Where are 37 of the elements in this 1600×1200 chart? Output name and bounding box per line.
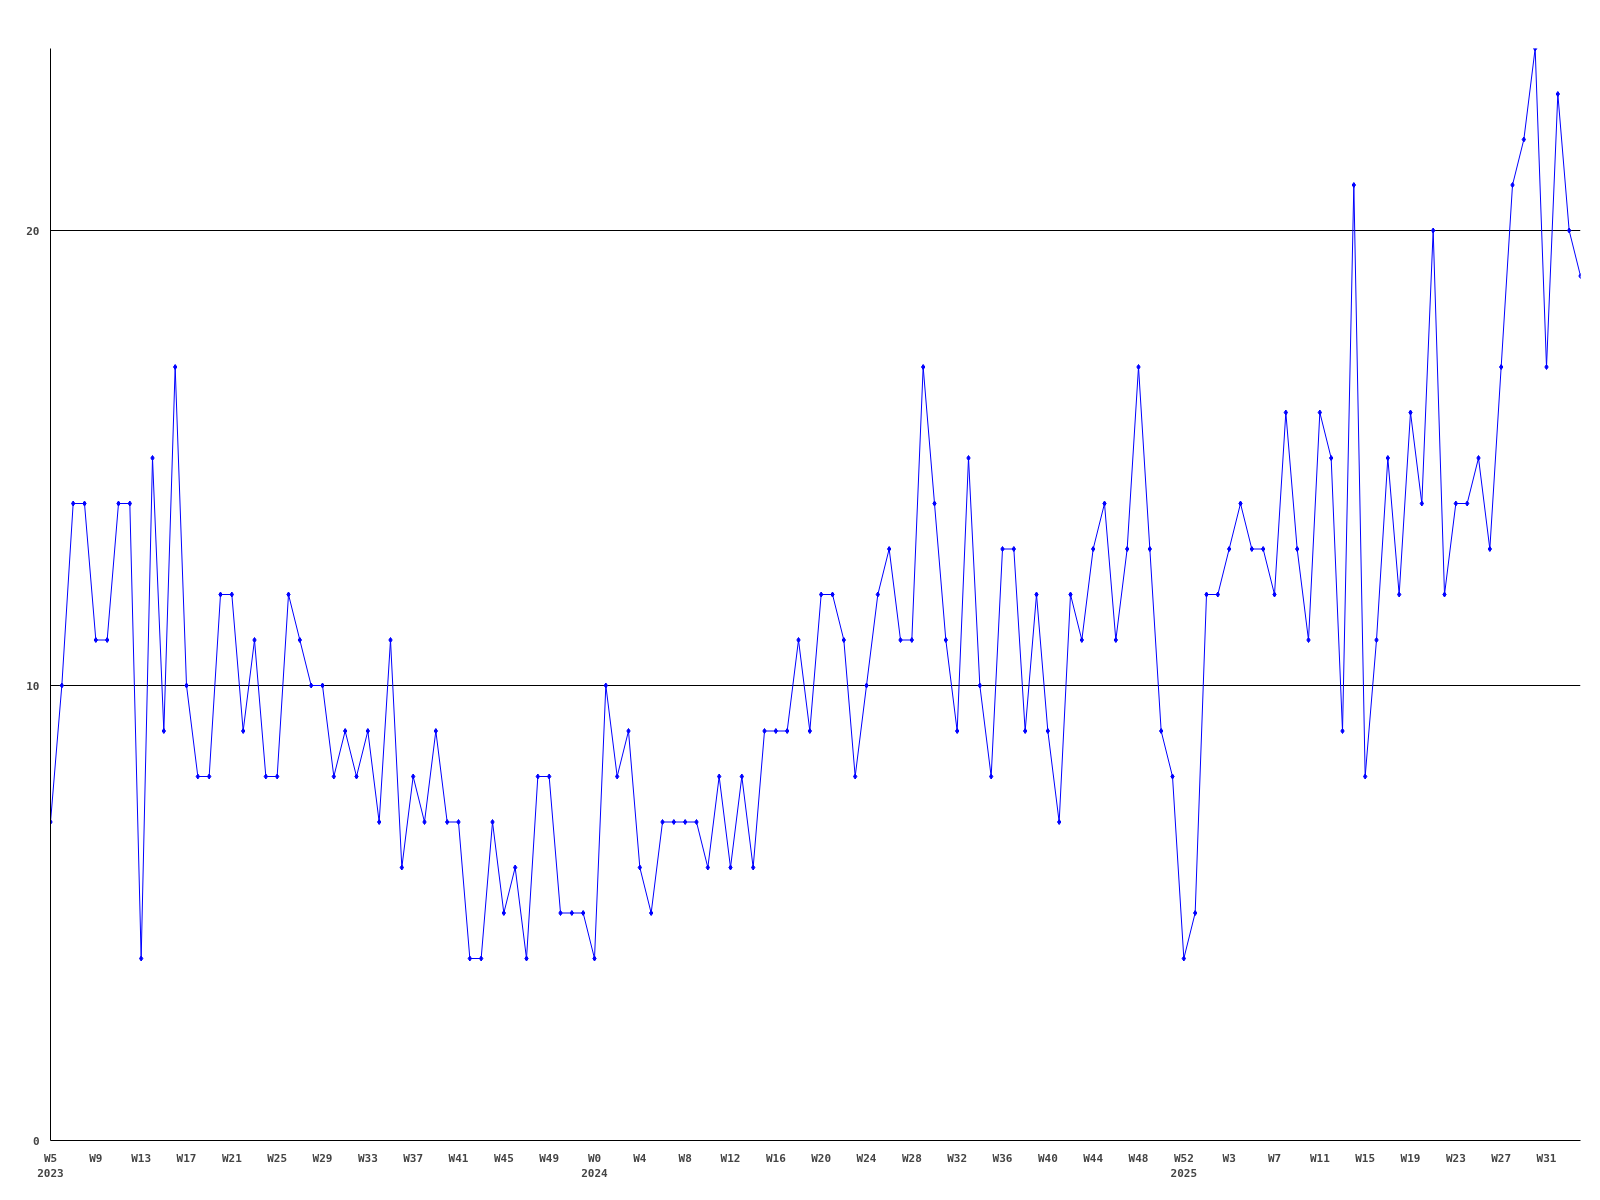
x-tick-label: W40 — [1037, 1151, 1058, 1165]
x-tick-label: W20 — [811, 1151, 832, 1165]
x-tick-label: W8 — [678, 1151, 692, 1165]
x-tick-label: W24 — [856, 1151, 877, 1165]
x-tick-label: W44 — [1083, 1151, 1104, 1165]
x-tick-label: W4 — [633, 1151, 647, 1165]
x-tick-label: W52 2025 — [1170, 1151, 1198, 1181]
x-tick-label: W11 — [1309, 1151, 1331, 1165]
x-tick-label: W0 2024 — [581, 1151, 609, 1181]
x-tick-label: W37 — [403, 1151, 424, 1165]
x-tick-label: W45 — [493, 1151, 514, 1165]
y-tick-label: 10 — [26, 679, 40, 693]
x-tick-label: W9 — [89, 1151, 103, 1165]
x-tick-label: W27 — [1491, 1151, 1512, 1165]
x-tick-label: W41 — [448, 1151, 469, 1165]
x-tick-label: W15 — [1355, 1151, 1376, 1165]
x-tick-label: W25 — [267, 1151, 288, 1165]
x-tick-label: W31 — [1536, 1151, 1557, 1165]
x-tick-label: W3 — [1222, 1151, 1236, 1165]
x-tick-label: W16 — [765, 1151, 787, 1165]
x-tick-label: W5 2023 — [37, 1151, 64, 1181]
x-tick-label: W7 — [1267, 1151, 1282, 1165]
x-tick-label: W48 — [1128, 1151, 1149, 1165]
x-tick-label: W32 — [947, 1151, 968, 1165]
x-tick-label: W21 — [221, 1151, 243, 1165]
x-tick-label: W23 — [1445, 1151, 1466, 1165]
x-tick-label: W17 — [176, 1151, 197, 1165]
x-tick-label: W28 — [901, 1151, 922, 1165]
x-tick-label: W12 — [720, 1151, 741, 1165]
y-tick-label: 20 — [26, 224, 40, 238]
y-tick-label: 0 — [32, 1134, 40, 1148]
x-tick-label: W13 — [131, 1151, 152, 1165]
x-tick-label: W29 — [312, 1151, 333, 1165]
x-tick-label: W19 — [1400, 1151, 1421, 1165]
x-tick-label: W36 — [992, 1151, 1013, 1165]
x-tick-label: W33 — [357, 1151, 378, 1165]
x-tick-label: W49 — [539, 1151, 560, 1165]
